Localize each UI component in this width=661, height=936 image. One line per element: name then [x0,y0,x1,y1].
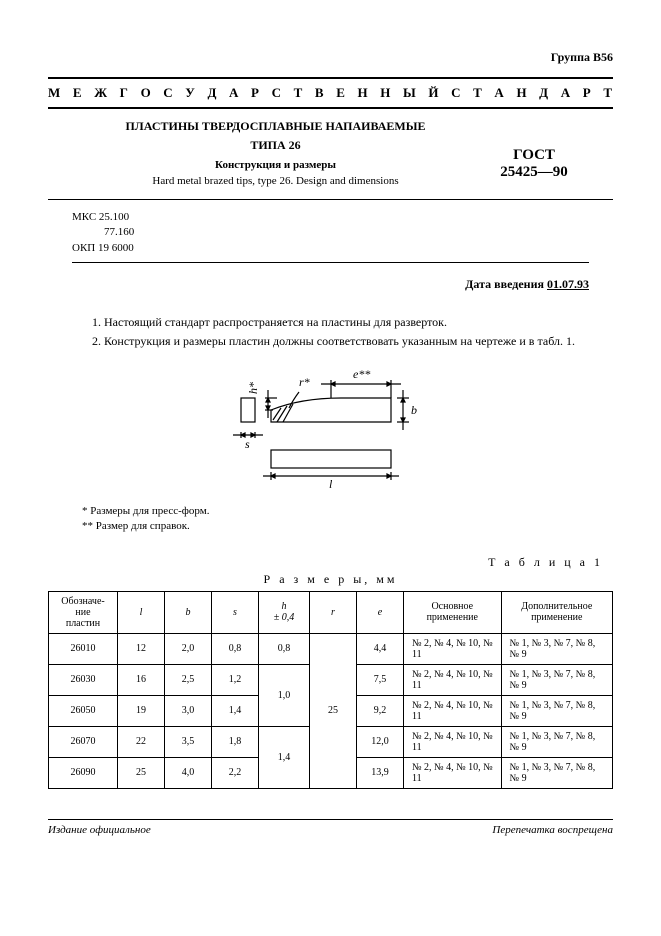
header-left: ПЛАСТИНЫ ТВЕРДОСПЛАВНЫЕ НАПАИВАЕМЫЕ ТИПА… [72,119,479,187]
td: 1,8 [212,726,259,757]
td: 26030 [49,664,118,695]
th: s [212,591,259,633]
td: 3,0 [165,695,212,726]
classification-codes: МКС 25.100 77.160 ОКП 19 6000 [72,210,613,256]
td: 1,2 [212,664,259,695]
footer-right: Перепечатка воспрещена [492,824,613,836]
td: 16 [118,664,165,695]
standard-banner: М Е Ж Г О С У Д А Р С Т В Е Н Н Ы Й С Т … [48,77,613,109]
td: 19 [118,695,165,726]
intro-date-label: Дата введения [465,277,544,291]
td: 26010 [49,633,118,664]
subtitle: Конструкция и размеры [72,159,479,171]
td: № 2, № 4, № 10, № 11 [404,726,502,757]
td: 12,0 [357,726,404,757]
td: 1,4 [212,695,259,726]
th: h± 0,4 [259,591,310,633]
td: 4,4 [357,633,404,664]
td: 25 [310,633,357,788]
th: Обозначе-ниепластин [49,591,118,633]
dim-l: l [329,477,333,491]
dim-h: h* [246,382,260,394]
td: 2,0 [165,633,212,664]
td: № 1, № 3, № 7, № 8, № 9 [501,695,612,726]
td: 12 [118,633,165,664]
para-2: 2. Конструкция и размеры пластин должны … [72,333,613,350]
footnote-1: * Размеры для пресс-форм. [82,504,613,519]
td: № 2, № 4, № 10, № 11 [404,633,502,664]
th: Дополнительноеприменение [501,591,612,633]
footnote-2: ** Размер для справок. [82,519,613,534]
page-footer: Издание официальное Перепечатка воспреще… [48,819,613,836]
code-line: 77.160 [72,225,613,240]
code-line: МКС 25.100 [72,210,613,225]
td: 26050 [49,695,118,726]
td: № 1, № 3, № 7, № 8, № 9 [501,633,612,664]
td: 26090 [49,757,118,788]
table-label: Т а б л и ц а 1 [48,555,603,570]
td: № 2, № 4, № 10, № 11 [404,664,502,695]
td: 4,0 [165,757,212,788]
footer-left: Издание официальное [48,824,151,836]
table-body: 26010 12 2,0 0,8 0,8 25 4,4 № 2, № 4, № … [49,633,613,788]
td: 25 [118,757,165,788]
td: 0,8 [259,633,310,664]
header-block: ПЛАСТИНЫ ТВЕРДОСПЛАВНЫЕ НАПАИВАЕМЫЕ ТИПА… [48,109,613,200]
td: 2,2 [212,757,259,788]
code-line: ОКП 19 6000 [72,241,613,256]
td: 3,5 [165,726,212,757]
intro-date-value: 01.07.93 [547,277,589,291]
title-en: Hard metal brazed tips, type 26. Design … [72,175,479,187]
footnotes: * Размеры для пресс-форм. ** Размер для … [82,504,613,535]
td: 26070 [49,726,118,757]
td: 1,4 [259,726,310,788]
group-label: Группа В56 [48,50,613,65]
gost-code: ГОСТ 25425—90 [479,119,589,187]
dim-r: r* [299,375,310,389]
td: 13,9 [357,757,404,788]
td: 2,5 [165,664,212,695]
td: № 2, № 4, № 10, № 11 [404,757,502,788]
table-row: 26010 12 2,0 0,8 0,8 25 4,4 № 2, № 4, № … [49,633,613,664]
th: l [118,591,165,633]
dim-e: e** [353,367,370,381]
gost-label: ГОСТ [479,147,589,164]
technical-drawing: s h* r* e** b l [221,362,441,492]
title-2: ТИПА 26 [72,138,479,153]
td: 1,0 [259,664,310,726]
td: № 1, № 3, № 7, № 8, № 9 [501,664,612,695]
th: b [165,591,212,633]
th: Основноеприменение [404,591,502,633]
th: e [357,591,404,633]
gost-number: 25425—90 [479,164,589,181]
th: r [310,591,357,633]
td: № 1, № 3, № 7, № 8, № 9 [501,726,612,757]
td: 0,8 [212,633,259,664]
td: № 1, № 3, № 7, № 8, № 9 [501,757,612,788]
td: 22 [118,726,165,757]
td: 9,2 [357,695,404,726]
divider [72,262,589,263]
dim-s: s [245,437,250,451]
table-caption: Р а з м е р ы, мм [48,572,613,587]
intro-date: Дата введения 01.07.93 [48,277,589,292]
td: 7,5 [357,664,404,695]
para-1: 1. Настоящий стандарт распространяется н… [72,314,613,331]
dimensions-table: Обозначе-ниепластин l b s h± 0,4 r e Осн… [48,591,613,789]
dim-b: b [411,403,417,417]
title-1: ПЛАСТИНЫ ТВЕРДОСПЛАВНЫЕ НАПАИВАЕМЫЕ [72,119,479,134]
td: № 2, № 4, № 10, № 11 [404,695,502,726]
paragraphs: 1. Настоящий стандарт распространяется н… [72,314,613,350]
